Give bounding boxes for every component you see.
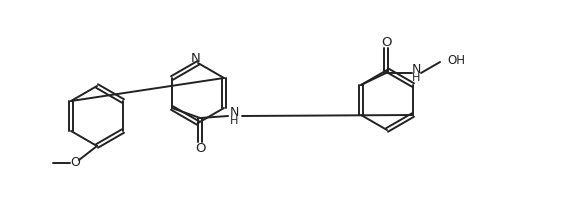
Text: O: O (70, 156, 80, 169)
Text: O: O (381, 35, 391, 49)
Text: O: O (195, 142, 205, 154)
Text: N: N (229, 106, 238, 118)
Text: H: H (230, 116, 238, 126)
Text: N: N (411, 63, 420, 75)
Text: H: H (412, 73, 420, 83)
Text: OH: OH (447, 54, 465, 68)
Text: N: N (191, 51, 201, 65)
